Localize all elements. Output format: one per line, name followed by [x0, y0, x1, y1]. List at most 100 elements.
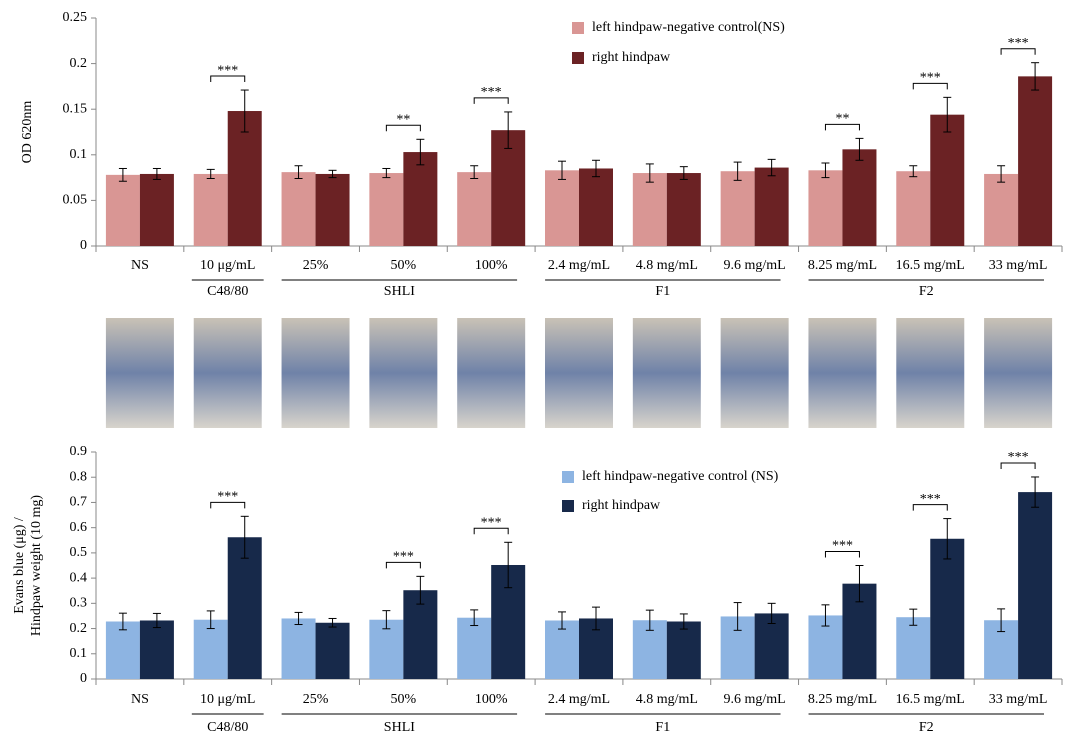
y-tick-label: 0.3 [70, 596, 88, 611]
bar [667, 621, 701, 679]
legend-swatch [572, 22, 584, 34]
y-tick-label: 0.5 [70, 545, 88, 560]
group-label: SHLI [384, 720, 415, 735]
bar [1018, 76, 1052, 246]
bar [896, 171, 930, 246]
x-tick-label: NS [131, 692, 149, 707]
y-tick-label: 0.9 [70, 444, 88, 459]
y-axis-label: Hindpaw weight (10 mg) [29, 495, 44, 636]
significance-label: ** [835, 112, 849, 127]
group-label: F1 [655, 720, 670, 735]
bar [984, 174, 1018, 246]
significance-label: *** [481, 516, 502, 531]
bar [140, 174, 174, 246]
figure: 00.050.10.150.20.25OD 620nmleft hindpaw-… [0, 0, 1070, 737]
y-tick-label: 0 [80, 671, 87, 686]
x-tick-label: 8.25 mg/mL [808, 258, 877, 273]
y-tick-label: 0.1 [70, 147, 88, 162]
paw-photo [545, 318, 613, 428]
paw-photo [282, 318, 350, 428]
y-tick-label: 0.2 [70, 621, 88, 636]
significance-label: *** [832, 539, 853, 554]
y-tick-label: 0.8 [70, 469, 88, 484]
bar [369, 173, 403, 246]
legend-label: left hindpaw-negative control (NS) [582, 469, 779, 484]
significance-label: *** [1008, 36, 1029, 51]
x-tick-label: 50% [391, 692, 417, 707]
bar [896, 617, 930, 679]
y-tick-label: 0.7 [70, 495, 88, 510]
x-tick-label: 2.4 mg/mL [548, 258, 610, 273]
bar [457, 618, 491, 679]
bar [1018, 492, 1052, 679]
significance-label: *** [920, 492, 941, 507]
y-tick-label: 0.25 [63, 10, 88, 25]
x-tick-label: 16.5 mg/mL [896, 258, 965, 273]
bar [808, 170, 842, 246]
bar [194, 174, 228, 246]
y-tick-label: 0.4 [70, 570, 88, 585]
bar [633, 173, 667, 246]
paw-photo [106, 318, 174, 428]
x-tick-label: 25% [303, 692, 329, 707]
significance-label: *** [217, 490, 238, 505]
group-label: F2 [919, 284, 934, 299]
x-tick-label: 33 mg/mL [989, 258, 1048, 273]
x-tick-label: 10 μg/mL [200, 692, 255, 707]
paw-photo [457, 318, 525, 428]
legend-label: right hindpaw [582, 498, 661, 513]
significance-label: *** [920, 71, 941, 86]
y-tick-label: 0.1 [70, 646, 88, 661]
paw-photo [369, 318, 437, 428]
x-tick-label: 33 mg/mL [989, 692, 1048, 707]
y-tick-label: 0.6 [70, 520, 88, 535]
legend-label: right hindpaw [592, 50, 671, 65]
group-label: F1 [655, 284, 670, 299]
y-tick-label: 0.15 [63, 101, 88, 116]
paw-photo [808, 318, 876, 428]
bar [545, 170, 579, 246]
bar [316, 623, 350, 679]
bar [106, 175, 140, 246]
legend-label: left hindpaw-negative control(NS) [592, 20, 785, 35]
paw-photo [633, 318, 701, 428]
x-tick-label: 8.25 mg/mL [808, 692, 877, 707]
y-tick-label: 0.2 [70, 56, 88, 71]
x-tick-label: 9.6 mg/mL [724, 692, 786, 707]
x-tick-label: 100% [475, 692, 508, 707]
bar [721, 171, 755, 246]
bar [579, 168, 613, 246]
photo-row [106, 318, 1052, 428]
paw-photo [721, 318, 789, 428]
bar [403, 152, 437, 246]
bar [930, 115, 964, 246]
x-tick-label: 4.8 mg/mL [636, 692, 698, 707]
x-tick-label: 4.8 mg/mL [636, 258, 698, 273]
group-label: C48/80 [207, 720, 248, 735]
x-tick-label: 100% [475, 258, 508, 273]
significance-label: ** [396, 113, 410, 128]
x-tick-label: 9.6 mg/mL [724, 258, 786, 273]
bar [457, 172, 491, 246]
group-label: SHLI [384, 284, 415, 299]
bar [282, 172, 316, 246]
paw-photo [984, 318, 1052, 428]
x-tick-label: 16.5 mg/mL [896, 692, 965, 707]
x-tick-label: 2.4 mg/mL [548, 692, 610, 707]
group-label: C48/80 [207, 284, 248, 299]
significance-label: *** [217, 63, 238, 78]
x-tick-label: 25% [303, 258, 329, 273]
paw-photo [896, 318, 964, 428]
paw-photo [194, 318, 262, 428]
significance-label: *** [393, 550, 414, 565]
group-label: F2 [919, 720, 934, 735]
bar [282, 618, 316, 679]
bar [140, 620, 174, 679]
bar [930, 539, 964, 679]
y-tick-label: 0.05 [63, 193, 88, 208]
bar [316, 174, 350, 246]
x-tick-label: 50% [391, 258, 417, 273]
y-tick-label: 0 [80, 238, 87, 253]
y-axis-label: Evans blue (μg) / [12, 517, 27, 614]
significance-label: *** [481, 85, 502, 100]
